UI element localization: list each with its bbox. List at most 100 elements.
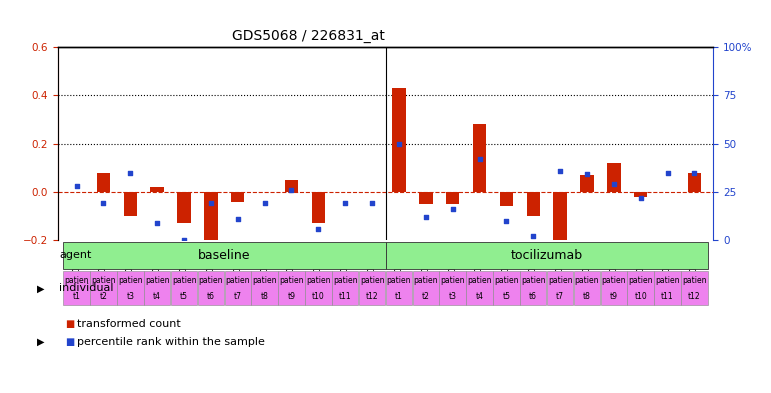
Point bbox=[527, 233, 540, 239]
Text: t3: t3 bbox=[449, 292, 456, 301]
Point bbox=[339, 200, 352, 207]
Text: patien: patien bbox=[226, 276, 250, 285]
Text: tocilizumab: tocilizumab bbox=[510, 249, 583, 262]
Bar bbox=[581, 175, 594, 192]
Point bbox=[258, 200, 271, 207]
Text: t5: t5 bbox=[503, 292, 510, 301]
Bar bbox=[144, 271, 170, 305]
Text: patien: patien bbox=[440, 276, 465, 285]
Text: patien: patien bbox=[655, 276, 680, 285]
Bar bbox=[574, 271, 600, 305]
Text: t7: t7 bbox=[234, 292, 242, 301]
Text: transformed count: transformed count bbox=[77, 319, 181, 329]
Bar bbox=[97, 173, 110, 192]
Bar bbox=[150, 187, 164, 192]
Text: GDS5068 / 226831_at: GDS5068 / 226831_at bbox=[232, 29, 385, 44]
Bar bbox=[527, 192, 540, 216]
Point bbox=[312, 225, 325, 231]
Bar bbox=[63, 271, 89, 305]
Point bbox=[581, 171, 593, 178]
Text: t10: t10 bbox=[312, 292, 325, 301]
Bar bbox=[419, 192, 433, 204]
Text: t4: t4 bbox=[476, 292, 483, 301]
Text: patien: patien bbox=[467, 276, 492, 285]
Text: patien: patien bbox=[145, 276, 170, 285]
Bar bbox=[224, 271, 251, 305]
Text: patien: patien bbox=[360, 276, 384, 285]
Bar bbox=[231, 192, 244, 202]
Bar bbox=[682, 271, 708, 305]
Text: patien: patien bbox=[601, 276, 626, 285]
Point bbox=[419, 214, 432, 220]
Point bbox=[635, 195, 647, 201]
Point bbox=[446, 206, 459, 212]
Text: patien: patien bbox=[279, 276, 304, 285]
Text: patien: patien bbox=[199, 276, 223, 285]
Point bbox=[392, 140, 405, 147]
Text: t8: t8 bbox=[583, 292, 591, 301]
Bar bbox=[117, 271, 143, 305]
Bar bbox=[446, 192, 460, 204]
Bar bbox=[251, 271, 278, 305]
Text: individual: individual bbox=[59, 283, 113, 293]
Point bbox=[662, 169, 674, 176]
Bar bbox=[386, 271, 412, 305]
Bar bbox=[123, 192, 137, 216]
Bar bbox=[500, 192, 513, 206]
Bar bbox=[177, 192, 190, 223]
Bar bbox=[466, 271, 493, 305]
Text: patien: patien bbox=[118, 276, 143, 285]
Bar bbox=[311, 192, 325, 223]
Text: patien: patien bbox=[494, 276, 519, 285]
Text: t11: t11 bbox=[662, 292, 674, 301]
Bar bbox=[439, 271, 466, 305]
Text: t1: t1 bbox=[395, 292, 403, 301]
Text: agent: agent bbox=[59, 250, 92, 260]
Point bbox=[97, 200, 109, 207]
Text: percentile rank within the sample: percentile rank within the sample bbox=[77, 337, 265, 347]
Bar bbox=[284, 180, 298, 192]
Bar bbox=[386, 242, 708, 268]
Text: t12: t12 bbox=[365, 292, 379, 301]
Text: patien: patien bbox=[574, 276, 599, 285]
Point bbox=[70, 183, 82, 189]
Text: t9: t9 bbox=[610, 292, 618, 301]
Bar bbox=[392, 88, 406, 192]
Text: patien: patien bbox=[64, 276, 89, 285]
Bar bbox=[493, 271, 520, 305]
Point bbox=[231, 216, 244, 222]
Text: ■: ■ bbox=[66, 319, 75, 329]
Text: t9: t9 bbox=[288, 292, 295, 301]
Text: baseline: baseline bbox=[198, 249, 251, 262]
Bar bbox=[655, 271, 681, 305]
Bar bbox=[628, 271, 654, 305]
Text: patien: patien bbox=[628, 276, 653, 285]
Text: t3: t3 bbox=[126, 292, 134, 301]
Bar bbox=[332, 271, 359, 305]
Text: ▶: ▶ bbox=[37, 337, 45, 347]
Text: patien: patien bbox=[333, 276, 358, 285]
Point bbox=[285, 187, 298, 193]
Bar bbox=[473, 124, 487, 192]
Text: t12: t12 bbox=[688, 292, 701, 301]
Bar bbox=[412, 271, 439, 305]
Bar bbox=[634, 192, 648, 196]
Text: patien: patien bbox=[682, 276, 707, 285]
Text: ■: ■ bbox=[66, 337, 75, 347]
Bar bbox=[63, 242, 385, 268]
Text: patien: patien bbox=[306, 276, 331, 285]
Text: patien: patien bbox=[252, 276, 277, 285]
Text: t2: t2 bbox=[422, 292, 429, 301]
Point bbox=[500, 218, 513, 224]
Bar bbox=[305, 271, 332, 305]
Text: t1: t1 bbox=[72, 292, 80, 301]
Bar bbox=[601, 271, 627, 305]
Text: patien: patien bbox=[91, 276, 116, 285]
Text: t6: t6 bbox=[529, 292, 537, 301]
Bar bbox=[547, 271, 574, 305]
Text: t5: t5 bbox=[180, 292, 188, 301]
Text: patien: patien bbox=[548, 276, 572, 285]
Point bbox=[366, 200, 379, 207]
Text: t10: t10 bbox=[635, 292, 647, 301]
Bar bbox=[554, 192, 567, 255]
